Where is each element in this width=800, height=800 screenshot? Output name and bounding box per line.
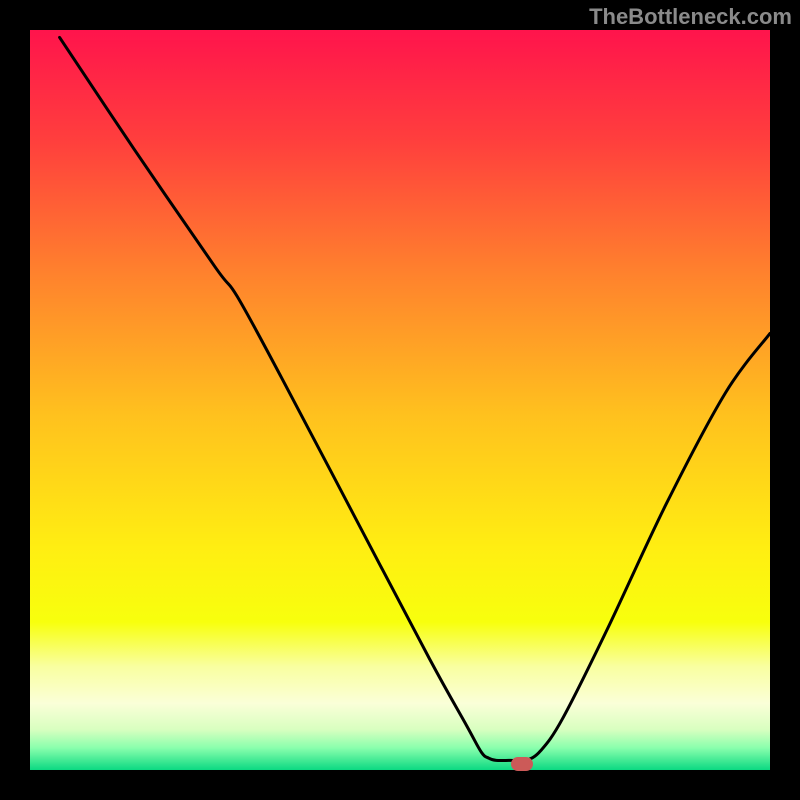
optimal-marker — [511, 757, 533, 771]
watermark-text: TheBottleneck.com — [589, 4, 792, 30]
bottleneck-curve — [30, 30, 770, 770]
plot-area — [30, 30, 770, 770]
chart-container: TheBottleneck.com — [0, 0, 800, 800]
curve-path — [60, 37, 770, 761]
